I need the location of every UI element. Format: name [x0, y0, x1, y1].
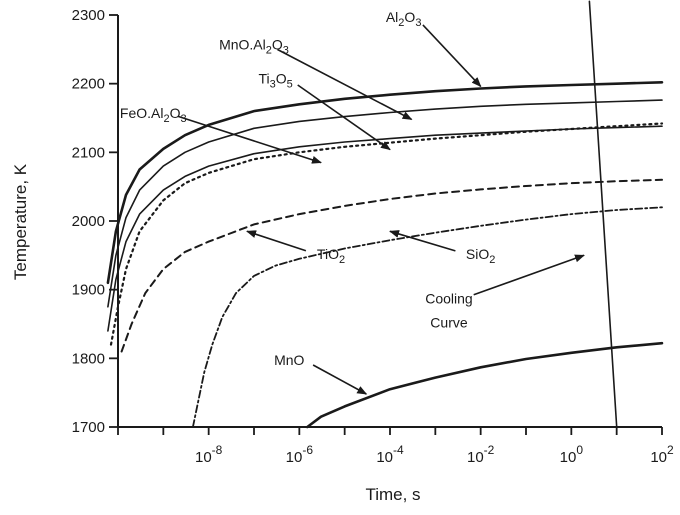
x-axis-label: Time, s — [365, 485, 420, 504]
x-ticks: 10-8 10-6 10-4 10-2 100 102 — [117, 427, 674, 466]
annotation-subscript: 5 — [287, 79, 293, 91]
x-tick-exponent: -4 — [393, 443, 404, 457]
annotation-text: O — [272, 36, 283, 52]
annotation-subscript: 2 — [339, 254, 345, 266]
annotation-arrow — [246, 230, 307, 252]
annotation-arrow — [422, 24, 482, 88]
x-tick-base: 10 — [376, 449, 393, 466]
x-tick-label: 10-8 — [195, 443, 223, 466]
y-axis-label: Temperature, K — [11, 163, 30, 280]
y-tick-label: 2300 — [72, 7, 105, 24]
x-tick-label: 100 — [560, 443, 584, 466]
y-tick-label: 2000 — [72, 213, 105, 230]
series-line-3 — [109, 122, 664, 346]
annotation-subscript: 3 — [270, 79, 276, 91]
annotation-label: MnO.Al2O3 — [219, 36, 289, 56]
annotation-text: FeO.Al — [120, 105, 164, 121]
annotation-label: TiO2 — [317, 246, 345, 266]
annotation-text: O — [276, 71, 287, 87]
annotation-arrow — [277, 48, 413, 121]
series-line-5 — [192, 206, 663, 428]
x-tick-exponent: 0 — [576, 443, 583, 457]
annotation-label: Al2O3 — [386, 9, 422, 29]
series-line-2 — [107, 125, 663, 332]
annotation-label: MnO — [274, 352, 304, 368]
annotation-subscript: 3 — [181, 113, 187, 125]
y-tick-label: 1900 — [72, 282, 105, 299]
x-tick-base: 10 — [467, 449, 484, 466]
series-line-1 — [107, 99, 663, 308]
annotation-arrow — [473, 254, 585, 296]
annotation-subscript: 2 — [398, 17, 404, 29]
annotation-label: Cooling — [425, 290, 472, 306]
y-tick-label: 2100 — [72, 144, 105, 161]
series-line-0 — [106, 81, 664, 285]
annotation-subscript: 2 — [489, 254, 495, 266]
annotation-arrow — [177, 115, 322, 164]
series-line-6 — [306, 341, 664, 429]
x-tick-exponent: -6 — [302, 443, 313, 457]
x-tick-base: 10 — [286, 449, 303, 466]
annotation-arrow — [389, 230, 456, 252]
annotation-subscript: 3 — [415, 17, 421, 29]
annotation-label: Curve — [430, 314, 468, 330]
x-tick-label: 10-2 — [467, 443, 495, 466]
x-tick-exponent: -8 — [212, 443, 223, 457]
annotation-label: SiO2 — [466, 246, 495, 266]
y-ticks: 1700 1800 1900 2000 2100 2200 2300 — [72, 7, 118, 436]
x-tick-exponent: -2 — [484, 443, 495, 457]
annotation-arrow — [312, 364, 368, 395]
x-tick-base: 10 — [560, 449, 577, 466]
annotation-text: O — [404, 9, 415, 25]
y-tick-label: 1700 — [72, 419, 105, 436]
x-tick-base: 10 — [650, 449, 667, 466]
annotation-text: Cooling — [425, 290, 472, 306]
annotation-text: SiO — [466, 246, 489, 262]
annotation-text: Curve — [430, 314, 468, 330]
annotation-text: MnO — [274, 352, 304, 368]
y-tick-label: 2200 — [72, 76, 105, 93]
annotation-text: Al — [386, 9, 398, 25]
annotation-text: O — [170, 105, 181, 121]
x-tick-exponent: 2 — [667, 443, 674, 457]
annotation-subscript: 2 — [163, 113, 169, 125]
x-tick-label: 102 — [650, 443, 674, 466]
annotation-label: Ti3O5 — [258, 71, 292, 91]
annotation-arrow — [297, 84, 391, 151]
series-line-4 — [120, 178, 663, 353]
series-layer — [106, 0, 664, 429]
series-line-7 — [588, 0, 618, 428]
annotation-label: FeO.Al2O3 — [120, 105, 187, 125]
y-tick-label: 1800 — [72, 350, 105, 367]
annotation-text: MnO.Al — [219, 36, 266, 52]
x-tick-base: 10 — [195, 449, 212, 466]
annotation-text: TiO — [317, 246, 339, 262]
x-tick-label: 10-4 — [376, 443, 404, 466]
x-tick-label: 10-6 — [286, 443, 314, 466]
annotation-text: Ti — [258, 71, 269, 87]
annotation-subscript: 2 — [266, 44, 272, 56]
plot-frame — [117, 15, 662, 428]
annotation-subscript: 3 — [283, 44, 289, 56]
